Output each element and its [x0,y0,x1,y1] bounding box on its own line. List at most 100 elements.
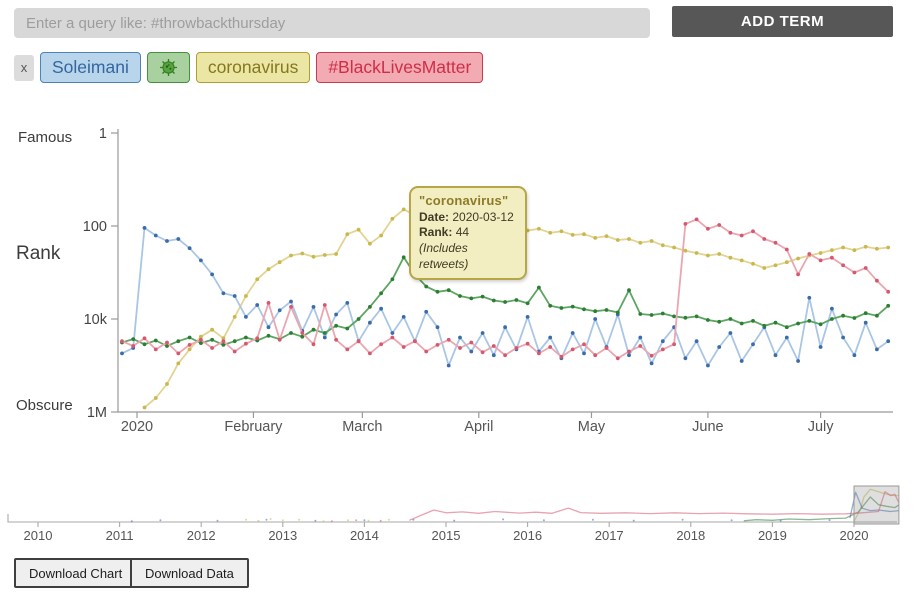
data-point [165,344,169,348]
mini-data-dot [322,520,325,523]
data-point [187,347,192,352]
data-point [773,353,778,358]
data-point [176,361,181,366]
data-point [559,306,564,310]
data-point [142,342,147,347]
data-point [424,349,429,354]
data-point [187,246,192,251]
clear-terms-button[interactable]: x [14,54,34,81]
data-point [728,230,733,235]
term-label: coronavirus [207,57,299,77]
add-term-button[interactable]: ADD TERM [672,6,893,37]
mini-data-dot [216,519,219,522]
mini-data-dot [347,519,350,522]
x-tick-label: 2020 [121,419,153,435]
data-point [176,351,181,356]
data-point [446,288,451,293]
mini-axis-line [7,514,897,523]
term-chip-soleimani[interactable]: Soleimani [40,52,141,83]
data-point [537,285,541,290]
data-point [875,246,879,251]
data-point [311,327,316,332]
y-axis-rank-label: Rank [16,243,61,264]
mini-data-dot [363,519,366,522]
mini-series-virus-emoji [743,496,900,522]
data-point [368,351,372,356]
data-point [649,361,654,366]
mini-data-dot [265,518,268,521]
data-point [221,291,226,296]
data-point [379,306,383,311]
data-point [469,349,474,354]
data-point [199,341,203,345]
data-point [886,303,891,308]
data-point [187,335,192,340]
data-point [232,315,237,319]
y-tick-label: 1M [87,405,107,421]
data-point [503,325,507,330]
data-point [491,344,496,348]
data-point [796,359,800,363]
data-point [559,354,564,359]
mini-data-dot [298,518,301,521]
data-point [548,335,553,340]
data-point [390,277,395,282]
data-point [187,343,192,347]
search-input[interactable] [14,8,650,38]
data-point [796,272,800,277]
data-point [784,260,789,265]
data-point [615,356,620,361]
x-tick-label: May [578,419,606,435]
data-point [841,313,845,318]
main-axes: 1 100 10k 1M 2020 February March April May June Ju… [83,126,893,435]
data-point [244,294,248,298]
series--blacklivesmatter[interactable] [120,217,891,361]
data-point [739,321,744,326]
data-point [390,331,395,335]
data-point [638,312,643,316]
data-point [480,294,485,299]
series-virus-emoji[interactable] [120,255,891,348]
mini-data-dot [542,519,545,522]
data-point [830,306,834,311]
data-point [615,238,620,242]
mini-brush[interactable] [853,485,900,525]
mini-year-label: 2013 [268,528,297,543]
data-point [491,353,496,358]
y-tick-label: 1 [99,126,107,142]
data-point [255,336,260,341]
download-chart-button[interactable]: Download Chart [14,558,138,588]
download-data-button[interactable]: Download Data [130,558,249,588]
term-chip-coronavirus[interactable]: coronavirus [195,52,311,83]
mini-chart[interactable]: 2010 2011 2012 2013 2014 2015 2016 2017 2018 2019… [7,485,900,543]
data-point [390,216,395,221]
data-point [683,315,688,320]
data-point [638,344,643,348]
data-point [807,252,812,256]
data-point [863,244,868,249]
data-point [120,351,124,356]
data-point [469,340,474,345]
term-chip-blacklivesmatter[interactable]: #BlackLivesMatter [316,52,484,83]
mini-data-dot [314,519,317,522]
data-point [683,222,688,226]
term-chip-virus-emoji[interactable] [146,52,190,83]
data-point [401,255,406,260]
data-point [807,295,812,300]
data-point [604,234,609,239]
mini-series-soleimani [130,491,899,523]
data-point [627,237,631,241]
data-point [751,319,755,323]
data-point [345,301,350,305]
mini-data-dot [453,519,456,522]
data-point [210,346,215,350]
data-point [311,342,316,347]
data-point [244,335,248,340]
mini-series-line [849,491,899,519]
mini-data-dot [130,520,133,523]
data-point [424,284,429,289]
data-point [706,363,710,368]
data-point [717,319,722,324]
mini-data-dot [257,519,260,522]
